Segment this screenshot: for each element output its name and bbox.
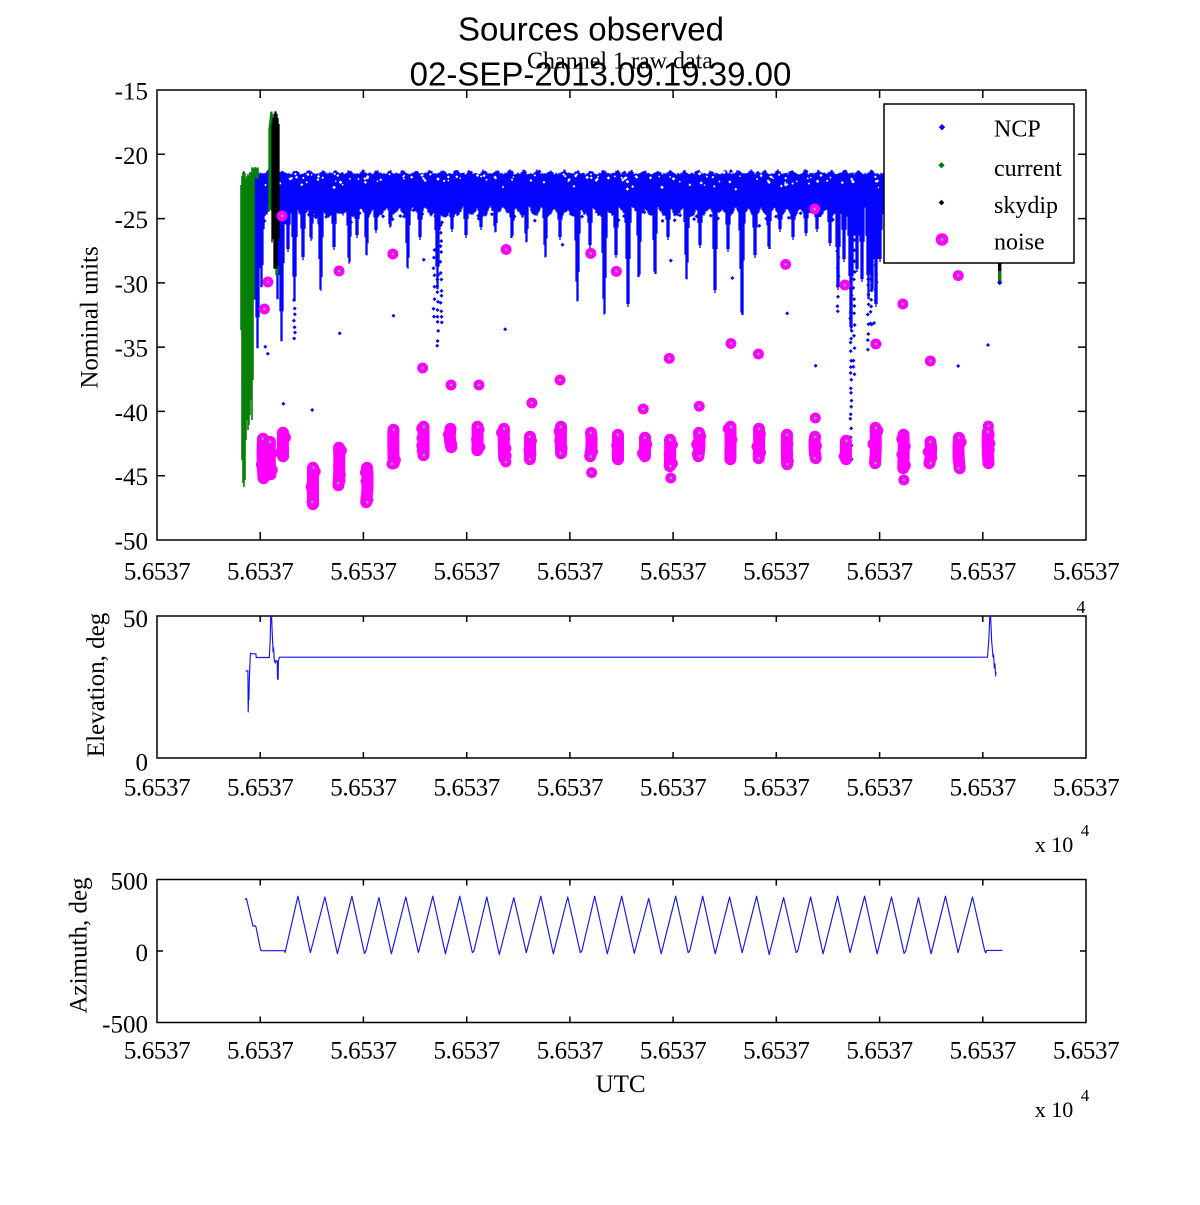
svg-text:0: 0: [136, 940, 149, 967]
svg-text:5.6537: 5.6537: [227, 559, 293, 586]
svg-text:-35: -35: [115, 336, 148, 363]
svg-text:5.6537: 5.6537: [434, 559, 500, 586]
svg-text:x 10: x 10: [1035, 832, 1074, 857]
svg-text:Azimuth, deg: Azimuth, deg: [66, 877, 93, 1014]
svg-text:5.6537: 5.6537: [640, 559, 706, 586]
svg-text:5.6537: 5.6537: [124, 559, 190, 586]
svg-text:-40: -40: [115, 400, 148, 427]
svg-text:5.6537: 5.6537: [434, 775, 500, 802]
svg-text:-25: -25: [115, 207, 148, 234]
svg-text:5.6537: 5.6537: [330, 559, 396, 586]
svg-text:noise: noise: [994, 230, 1045, 256]
svg-text:5.6537: 5.6537: [743, 559, 809, 586]
svg-text:5.6537: 5.6537: [1053, 1038, 1119, 1065]
svg-text:Sources observed: Sources observed: [458, 11, 724, 48]
svg-text:NCP: NCP: [994, 117, 1041, 143]
svg-text:5.6537: 5.6537: [124, 775, 190, 802]
svg-text:5.6537: 5.6537: [846, 1038, 912, 1065]
svg-text:Nominal units: Nominal units: [77, 246, 104, 388]
svg-text:-50: -50: [115, 529, 148, 556]
svg-text:4: 4: [1081, 821, 1090, 840]
svg-text:5.6537: 5.6537: [846, 559, 912, 586]
svg-text:5.6537: 5.6537: [640, 1038, 706, 1065]
svg-text:500: 500: [111, 869, 149, 896]
svg-text:4: 4: [1081, 1086, 1090, 1105]
svg-text:5.6537: 5.6537: [537, 559, 603, 586]
svg-text:5.6537: 5.6537: [640, 775, 706, 802]
svg-text:-45: -45: [115, 464, 148, 491]
svg-text:5.6537: 5.6537: [537, 775, 603, 802]
svg-text:5.6537: 5.6537: [227, 775, 293, 802]
svg-text:5.6537: 5.6537: [1053, 559, 1119, 586]
svg-text:5.6537: 5.6537: [950, 775, 1016, 802]
svg-text:-500: -500: [102, 1012, 148, 1039]
svg-text:5.6537: 5.6537: [330, 1038, 396, 1065]
svg-text:5.6537: 5.6537: [330, 775, 396, 802]
svg-text:-20: -20: [115, 143, 148, 170]
svg-text:skydip: skydip: [994, 193, 1058, 219]
svg-text:UTC: UTC: [596, 1071, 646, 1098]
svg-text:current: current: [994, 156, 1062, 182]
svg-text:50: 50: [123, 606, 148, 633]
svg-text:4: 4: [1077, 597, 1086, 617]
svg-text:Channel 1 raw data: Channel 1 raw data: [527, 49, 713, 75]
svg-text:-15: -15: [115, 79, 148, 106]
svg-text:-30: -30: [115, 271, 148, 298]
svg-text:02-SEP-2013.09.19.39.00: 02-SEP-2013.09.19.39.00: [410, 56, 792, 93]
svg-text:5.6537: 5.6537: [1053, 775, 1119, 802]
svg-text:5.6537: 5.6537: [950, 1038, 1016, 1065]
svg-text:5.6537: 5.6537: [124, 1038, 190, 1065]
svg-text:5.6537: 5.6537: [950, 559, 1016, 586]
svg-text:5.6537: 5.6537: [434, 1038, 500, 1065]
svg-text:5.6537: 5.6537: [537, 1038, 603, 1065]
svg-text:5.6537: 5.6537: [846, 775, 912, 802]
svg-text:5.6537: 5.6537: [743, 1038, 809, 1065]
svg-text:0: 0: [136, 750, 149, 777]
svg-text:x 10: x 10: [1035, 1097, 1074, 1122]
svg-text:Elevation, deg: Elevation, deg: [83, 612, 110, 757]
svg-text:5.6537: 5.6537: [743, 775, 809, 802]
svg-text:5.6537: 5.6537: [227, 1038, 293, 1065]
